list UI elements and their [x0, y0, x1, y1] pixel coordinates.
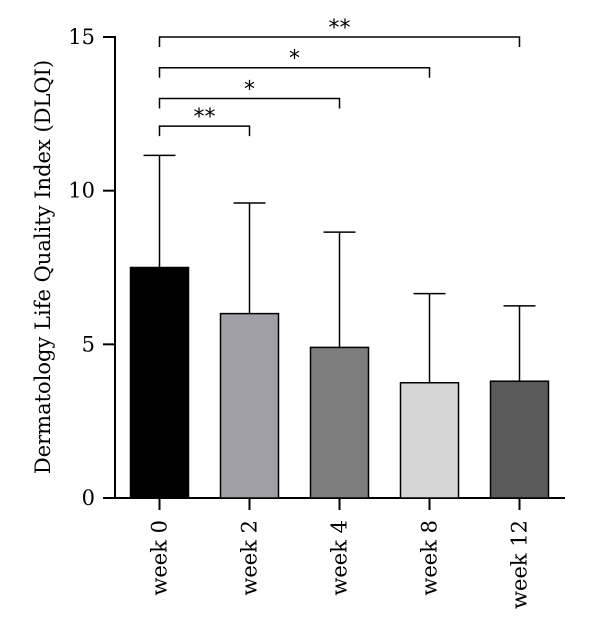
x-tick-labels: week 0 week 2 week 4 week 8 week 12	[148, 520, 532, 609]
y-tick-label: 15	[68, 25, 95, 49]
y-tick-label: 5	[82, 332, 95, 356]
x-tick-label: week 4	[328, 520, 352, 596]
significance-bracket	[158, 125, 251, 137]
significance-bracket	[158, 97, 341, 109]
axes: 0 5 10 15	[68, 25, 565, 510]
error-bars	[143, 154, 536, 383]
y-tick-label: 10	[68, 179, 95, 203]
significance-marker: *	[289, 47, 300, 72]
significance-marker: *	[244, 77, 255, 102]
bar	[219, 312, 280, 499]
significance-marker: **	[194, 105, 216, 130]
y-axis-label: Dermatology Life Quality Index (DLQI)	[31, 60, 55, 474]
bars	[129, 266, 550, 499]
x-tick-label: week 2	[238, 520, 262, 596]
significance-brackets: ******	[158, 16, 521, 137]
bar	[399, 382, 460, 499]
x-tick-label: week 12	[508, 520, 532, 609]
y-tick-label: 0	[82, 486, 95, 510]
significance-bracket	[158, 36, 521, 47]
bar	[489, 380, 550, 499]
x-tick-label: week 8	[418, 520, 442, 596]
bar	[129, 266, 190, 499]
significance-marker: **	[329, 16, 351, 41]
significance-bracket	[158, 66, 431, 78]
bar	[309, 346, 370, 499]
x-tick-label: week 0	[148, 520, 172, 596]
